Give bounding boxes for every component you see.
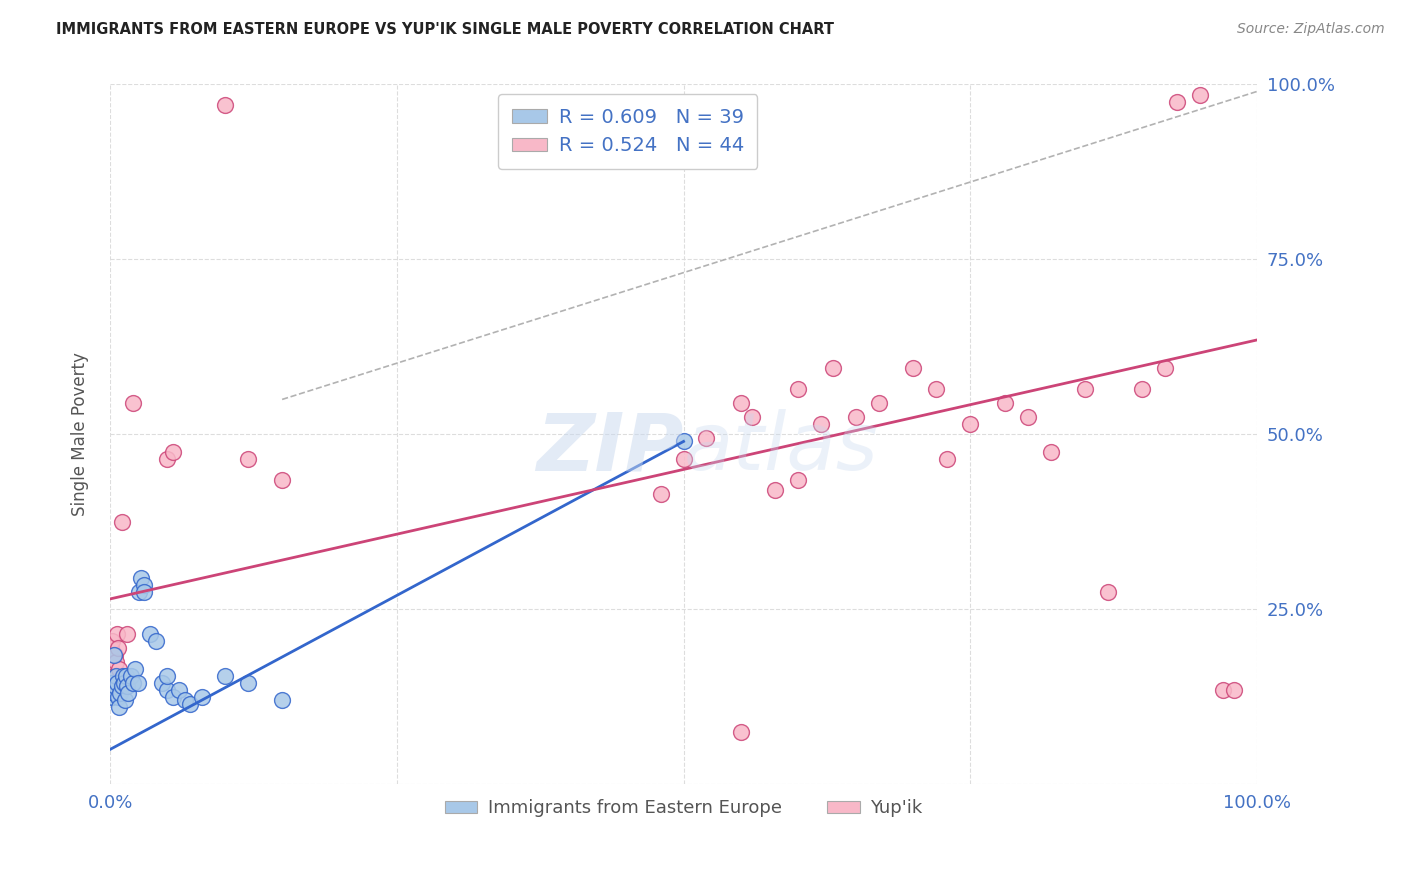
- Point: [105, 627, 128, 641]
- Point: [1130, 382, 1153, 396]
- Point: [845, 409, 868, 424]
- Point: [115, 669, 138, 683]
- Point: [1154, 360, 1177, 375]
- Point: [110, 686, 132, 700]
- Text: ZIP: ZIP: [536, 409, 683, 487]
- Point: [128, 585, 150, 599]
- Point: [695, 431, 717, 445]
- Point: [156, 682, 179, 697]
- Point: [117, 686, 139, 700]
- Point: [103, 669, 125, 683]
- Point: [271, 693, 294, 707]
- Point: [925, 382, 948, 396]
- Point: [162, 445, 184, 459]
- Point: [129, 571, 152, 585]
- Point: [1074, 382, 1097, 396]
- Point: [145, 634, 167, 648]
- Point: [117, 627, 139, 641]
- Point: [139, 627, 162, 641]
- Point: [101, 690, 124, 704]
- Point: [108, 662, 131, 676]
- Point: [810, 417, 832, 431]
- Point: [167, 682, 190, 697]
- Point: [107, 640, 129, 655]
- Point: [134, 578, 156, 592]
- Legend: Immigrants from Eastern Europe, Yup'ik: Immigrants from Eastern Europe, Yup'ik: [437, 792, 929, 824]
- Point: [104, 669, 127, 683]
- Point: [120, 669, 142, 683]
- Point: [1212, 682, 1234, 697]
- Point: [868, 396, 890, 410]
- Point: [162, 690, 184, 704]
- Point: [191, 690, 214, 704]
- Point: [112, 676, 135, 690]
- Point: [127, 676, 149, 690]
- Point: [117, 680, 139, 694]
- Point: [111, 669, 134, 683]
- Point: [110, 515, 132, 529]
- Point: [214, 669, 236, 683]
- Point: [672, 452, 695, 467]
- Point: [114, 693, 136, 707]
- Point: [1039, 445, 1062, 459]
- Point: [156, 669, 179, 683]
- Point: [156, 452, 179, 467]
- Point: [105, 676, 128, 690]
- Point: [108, 700, 131, 714]
- Point: [236, 452, 259, 467]
- Point: [110, 680, 132, 694]
- Point: [730, 396, 752, 410]
- Point: [741, 409, 763, 424]
- Text: atlas: atlas: [683, 409, 879, 487]
- Point: [1188, 87, 1211, 102]
- Point: [959, 417, 981, 431]
- Point: [107, 690, 129, 704]
- Point: [100, 640, 122, 655]
- Point: [101, 634, 124, 648]
- Point: [650, 487, 672, 501]
- Point: [173, 693, 195, 707]
- Y-axis label: Single Male Poverty: Single Male Poverty: [72, 352, 89, 516]
- Point: [179, 697, 201, 711]
- Point: [730, 725, 752, 739]
- Point: [122, 676, 145, 690]
- Point: [104, 680, 127, 694]
- Point: [672, 434, 695, 449]
- Point: [763, 483, 786, 498]
- Text: Source: ZipAtlas.com: Source: ZipAtlas.com: [1237, 22, 1385, 37]
- Point: [122, 396, 145, 410]
- Point: [103, 686, 125, 700]
- Point: [1017, 409, 1039, 424]
- Point: [150, 676, 173, 690]
- Point: [901, 360, 924, 375]
- Point: [124, 662, 146, 676]
- Point: [103, 648, 125, 662]
- Text: IMMIGRANTS FROM EASTERN EUROPE VS YUP'IK SINGLE MALE POVERTY CORRELATION CHART: IMMIGRANTS FROM EASTERN EUROPE VS YUP'IK…: [56, 22, 834, 37]
- Point: [104, 655, 127, 669]
- Point: [236, 676, 259, 690]
- Point: [994, 396, 1017, 410]
- Point: [104, 648, 127, 662]
- Point: [787, 382, 810, 396]
- Point: [214, 98, 236, 112]
- Point: [936, 452, 959, 467]
- Point: [821, 360, 844, 375]
- Point: [787, 473, 810, 487]
- Point: [1166, 95, 1188, 109]
- Point: [1223, 682, 1246, 697]
- Point: [1097, 585, 1119, 599]
- Point: [134, 585, 156, 599]
- Point: [271, 473, 294, 487]
- Point: [100, 676, 122, 690]
